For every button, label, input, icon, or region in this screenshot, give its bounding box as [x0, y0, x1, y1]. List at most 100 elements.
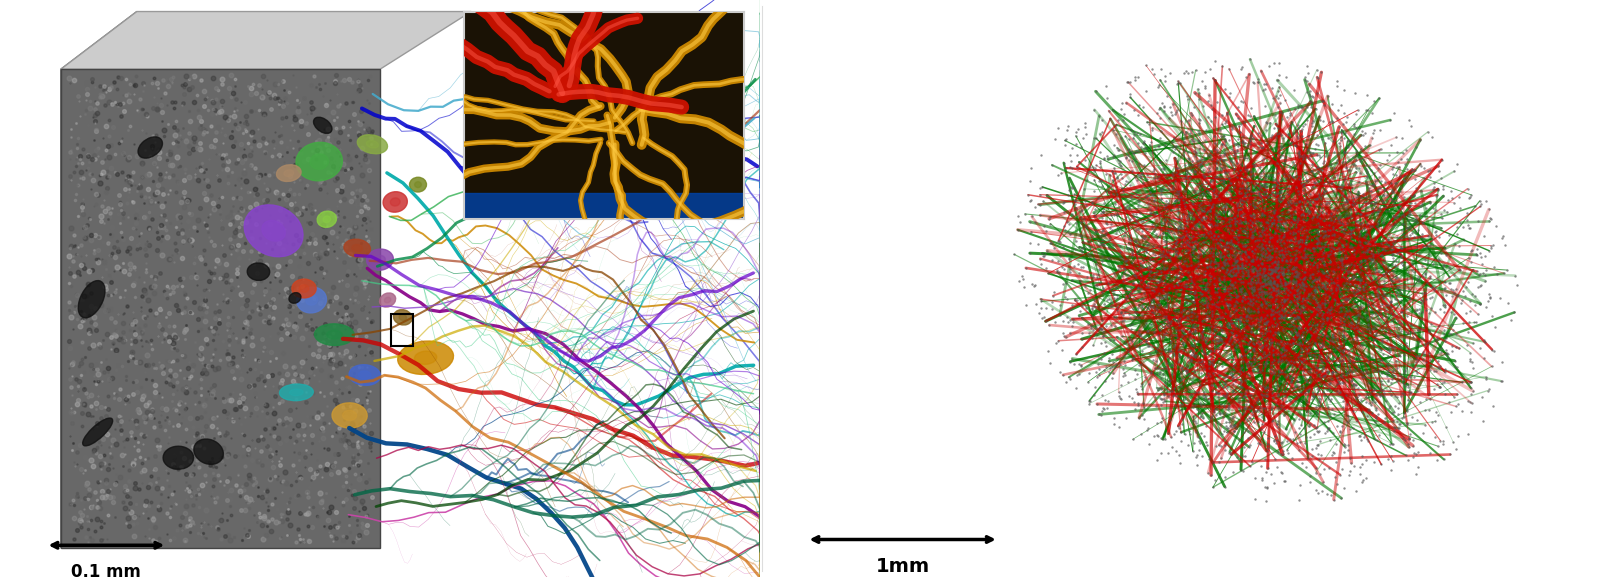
- Point: [1101, 336, 1126, 345]
- Point: [1141, 167, 1166, 176]
- Point: [1312, 226, 1338, 235]
- Point: [1181, 340, 1206, 349]
- Point: [1054, 125, 1080, 134]
- Point: [1226, 121, 1251, 130]
- Point: [1314, 489, 1339, 499]
- Point: [1130, 310, 1155, 320]
- Point: [1366, 215, 1392, 224]
- Point: [1320, 136, 1346, 145]
- Point: [1094, 93, 1120, 103]
- Point: [1347, 431, 1373, 440]
- Point: [1122, 271, 1147, 280]
- Point: [1469, 281, 1494, 290]
- Point: [1405, 325, 1430, 335]
- Point: [1080, 272, 1106, 282]
- Point: [1381, 276, 1406, 286]
- Point: [1309, 338, 1334, 347]
- Point: [1098, 234, 1123, 243]
- Point: [1294, 252, 1320, 261]
- Point: [1320, 118, 1346, 127]
- Point: [1298, 91, 1323, 100]
- Point: [1187, 159, 1213, 168]
- Point: [1349, 257, 1374, 267]
- Point: [1032, 317, 1058, 326]
- Point: [1254, 334, 1280, 343]
- Point: [1322, 448, 1347, 458]
- Point: [1179, 224, 1205, 233]
- Point: [1398, 228, 1424, 237]
- Point: [1029, 182, 1054, 192]
- Point: [1192, 68, 1218, 77]
- Point: [1389, 225, 1414, 234]
- Point: [1272, 95, 1298, 104]
- Point: [1147, 133, 1173, 143]
- Point: [1141, 301, 1166, 310]
- Point: [1096, 170, 1122, 179]
- Point: [1355, 411, 1381, 421]
- Point: [1250, 243, 1275, 252]
- Point: [1058, 151, 1083, 160]
- Point: [1075, 289, 1101, 298]
- Point: [1446, 264, 1472, 273]
- Point: [1282, 256, 1307, 265]
- Point: [1378, 452, 1403, 461]
- Point: [1251, 347, 1277, 357]
- Point: [1245, 338, 1270, 347]
- Point: [1198, 257, 1224, 266]
- Point: [1336, 166, 1362, 175]
- Point: [1325, 106, 1350, 115]
- Point: [1288, 307, 1314, 316]
- Point: [1197, 352, 1222, 361]
- Point: [1285, 290, 1310, 299]
- Point: [1368, 345, 1394, 354]
- Point: [1040, 291, 1066, 301]
- Point: [1261, 349, 1286, 358]
- Point: [1304, 485, 1330, 494]
- Point: [1275, 256, 1301, 265]
- Point: [1211, 257, 1237, 266]
- Point: [1286, 291, 1312, 301]
- Point: [1112, 109, 1138, 118]
- Point: [1186, 128, 1211, 137]
- Point: [1267, 246, 1293, 255]
- Point: [1264, 328, 1290, 338]
- Point: [1147, 276, 1173, 285]
- Point: [1125, 224, 1150, 234]
- Point: [1130, 334, 1155, 343]
- Point: [1027, 200, 1053, 209]
- Point: [1445, 399, 1470, 409]
- Point: [1307, 214, 1333, 223]
- Point: [1139, 223, 1165, 233]
- Point: [1158, 361, 1184, 370]
- Point: [1421, 183, 1446, 192]
- Point: [1230, 227, 1256, 236]
- Point: [1253, 181, 1278, 190]
- Point: [1051, 317, 1077, 326]
- Point: [1336, 294, 1362, 304]
- Point: [1234, 315, 1259, 324]
- Point: [1445, 290, 1470, 299]
- Point: [1246, 189, 1272, 198]
- Point: [1200, 175, 1226, 185]
- Point: [1202, 346, 1227, 355]
- Point: [1098, 284, 1123, 293]
- Point: [1230, 366, 1256, 376]
- Point: [1272, 159, 1298, 168]
- Point: [1048, 301, 1074, 310]
- Point: [1251, 274, 1277, 283]
- Point: [1190, 395, 1216, 404]
- Point: [1229, 217, 1254, 226]
- Point: [1194, 421, 1219, 430]
- Point: [1330, 303, 1355, 312]
- Point: [1189, 138, 1214, 147]
- Point: [1200, 132, 1226, 141]
- Point: [1302, 351, 1328, 360]
- Point: [1422, 192, 1448, 201]
- Point: [1256, 273, 1282, 283]
- Point: [1210, 156, 1235, 165]
- Point: [1022, 203, 1048, 212]
- Point: [1224, 322, 1250, 331]
- Point: [1365, 175, 1390, 185]
- Bar: [392, 314, 413, 346]
- Point: [1125, 171, 1150, 180]
